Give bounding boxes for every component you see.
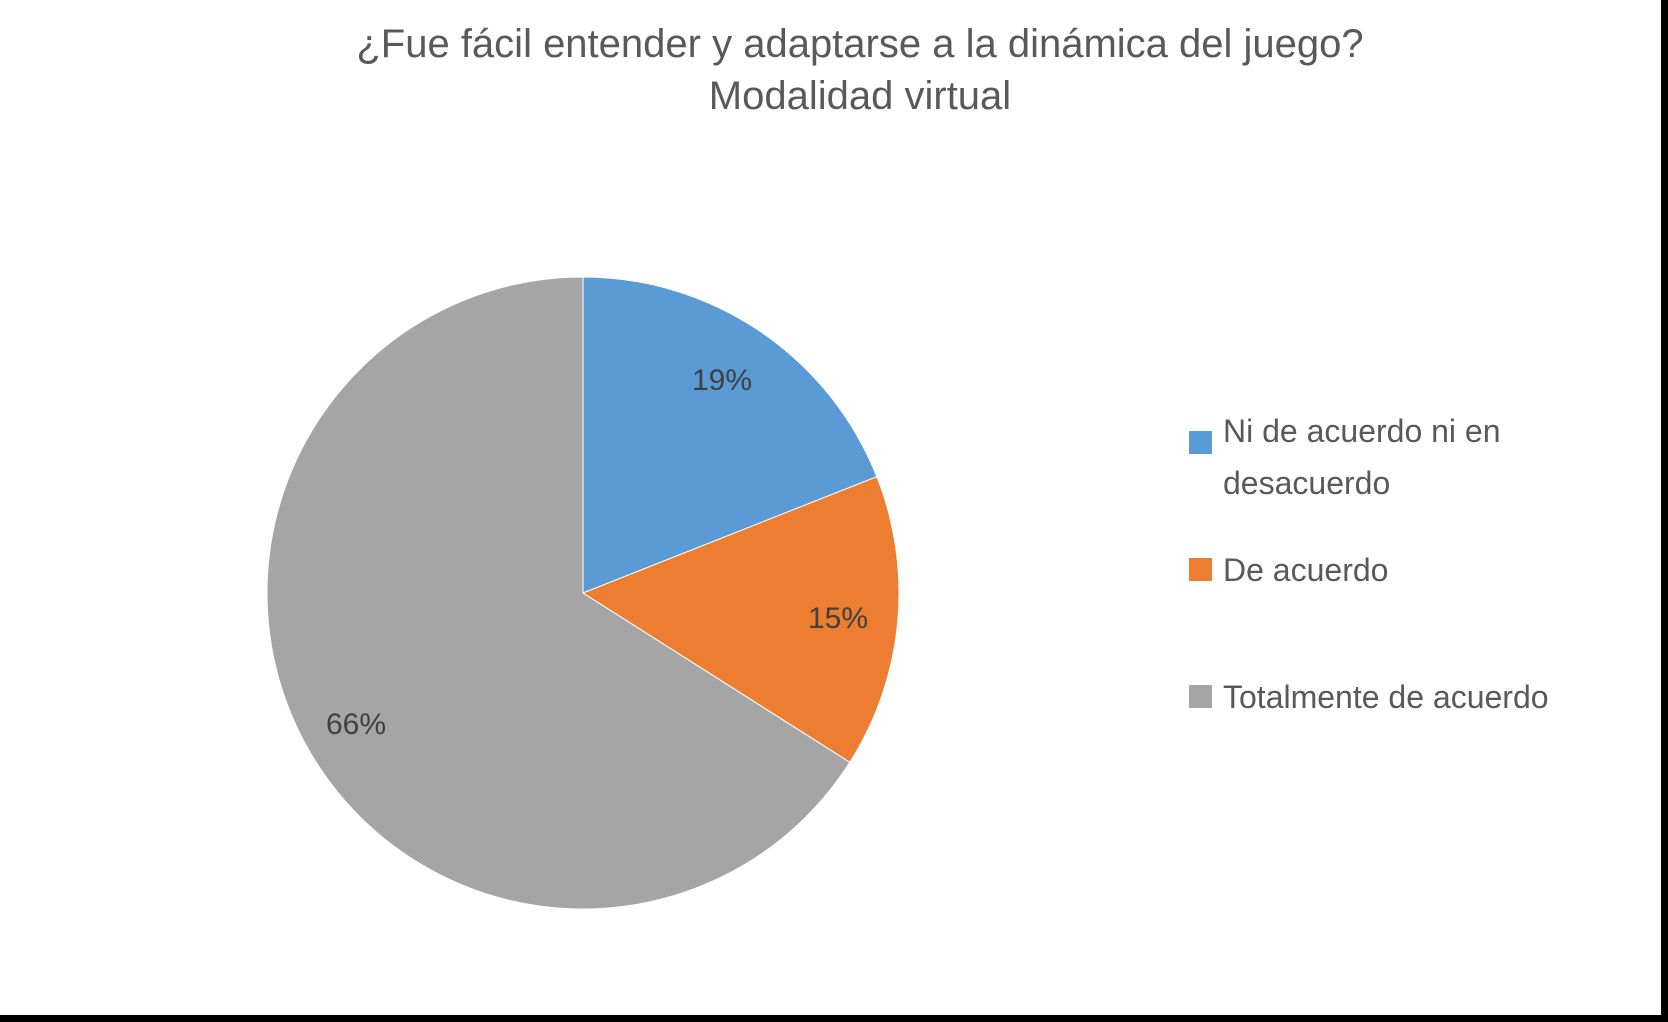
chart-title: ¿Fue fácil entender y adaptarse a la din… <box>0 18 1668 122</box>
pie-slice-ni-de-acuerdo[interactable] <box>582 276 878 594</box>
legend-label-line-1: Ni de acuerdo ni en <box>1223 413 1501 449</box>
data-label-totalmente-de-acuerdo: 66% <box>325 708 387 741</box>
pie-slice-de-acuerdo[interactable] <box>581 476 900 764</box>
pie-slice-totalmente-de-acuerdo[interactable] <box>266 276 851 910</box>
legend-label: De acuerdo <box>1223 552 1389 588</box>
chart-title-line-2: Modalidad virtual <box>708 74 1012 118</box>
legend-swatch-blue <box>1189 431 1212 454</box>
legend-label-line-2: desacuerdo <box>1223 465 1391 501</box>
pie-slices <box>266 276 900 910</box>
legend-swatch-gray <box>1189 685 1212 708</box>
legend-label: Totalmente de acuerdo <box>1223 679 1549 715</box>
data-label-de-acuerdo: 15% <box>807 602 869 635</box>
legend-swatch-orange <box>1189 558 1212 581</box>
data-label-ni-de-acuerdo: 19% <box>691 364 753 397</box>
chart-title-line-1: ¿Fue fácil entender y adaptarse a la din… <box>356 22 1364 66</box>
